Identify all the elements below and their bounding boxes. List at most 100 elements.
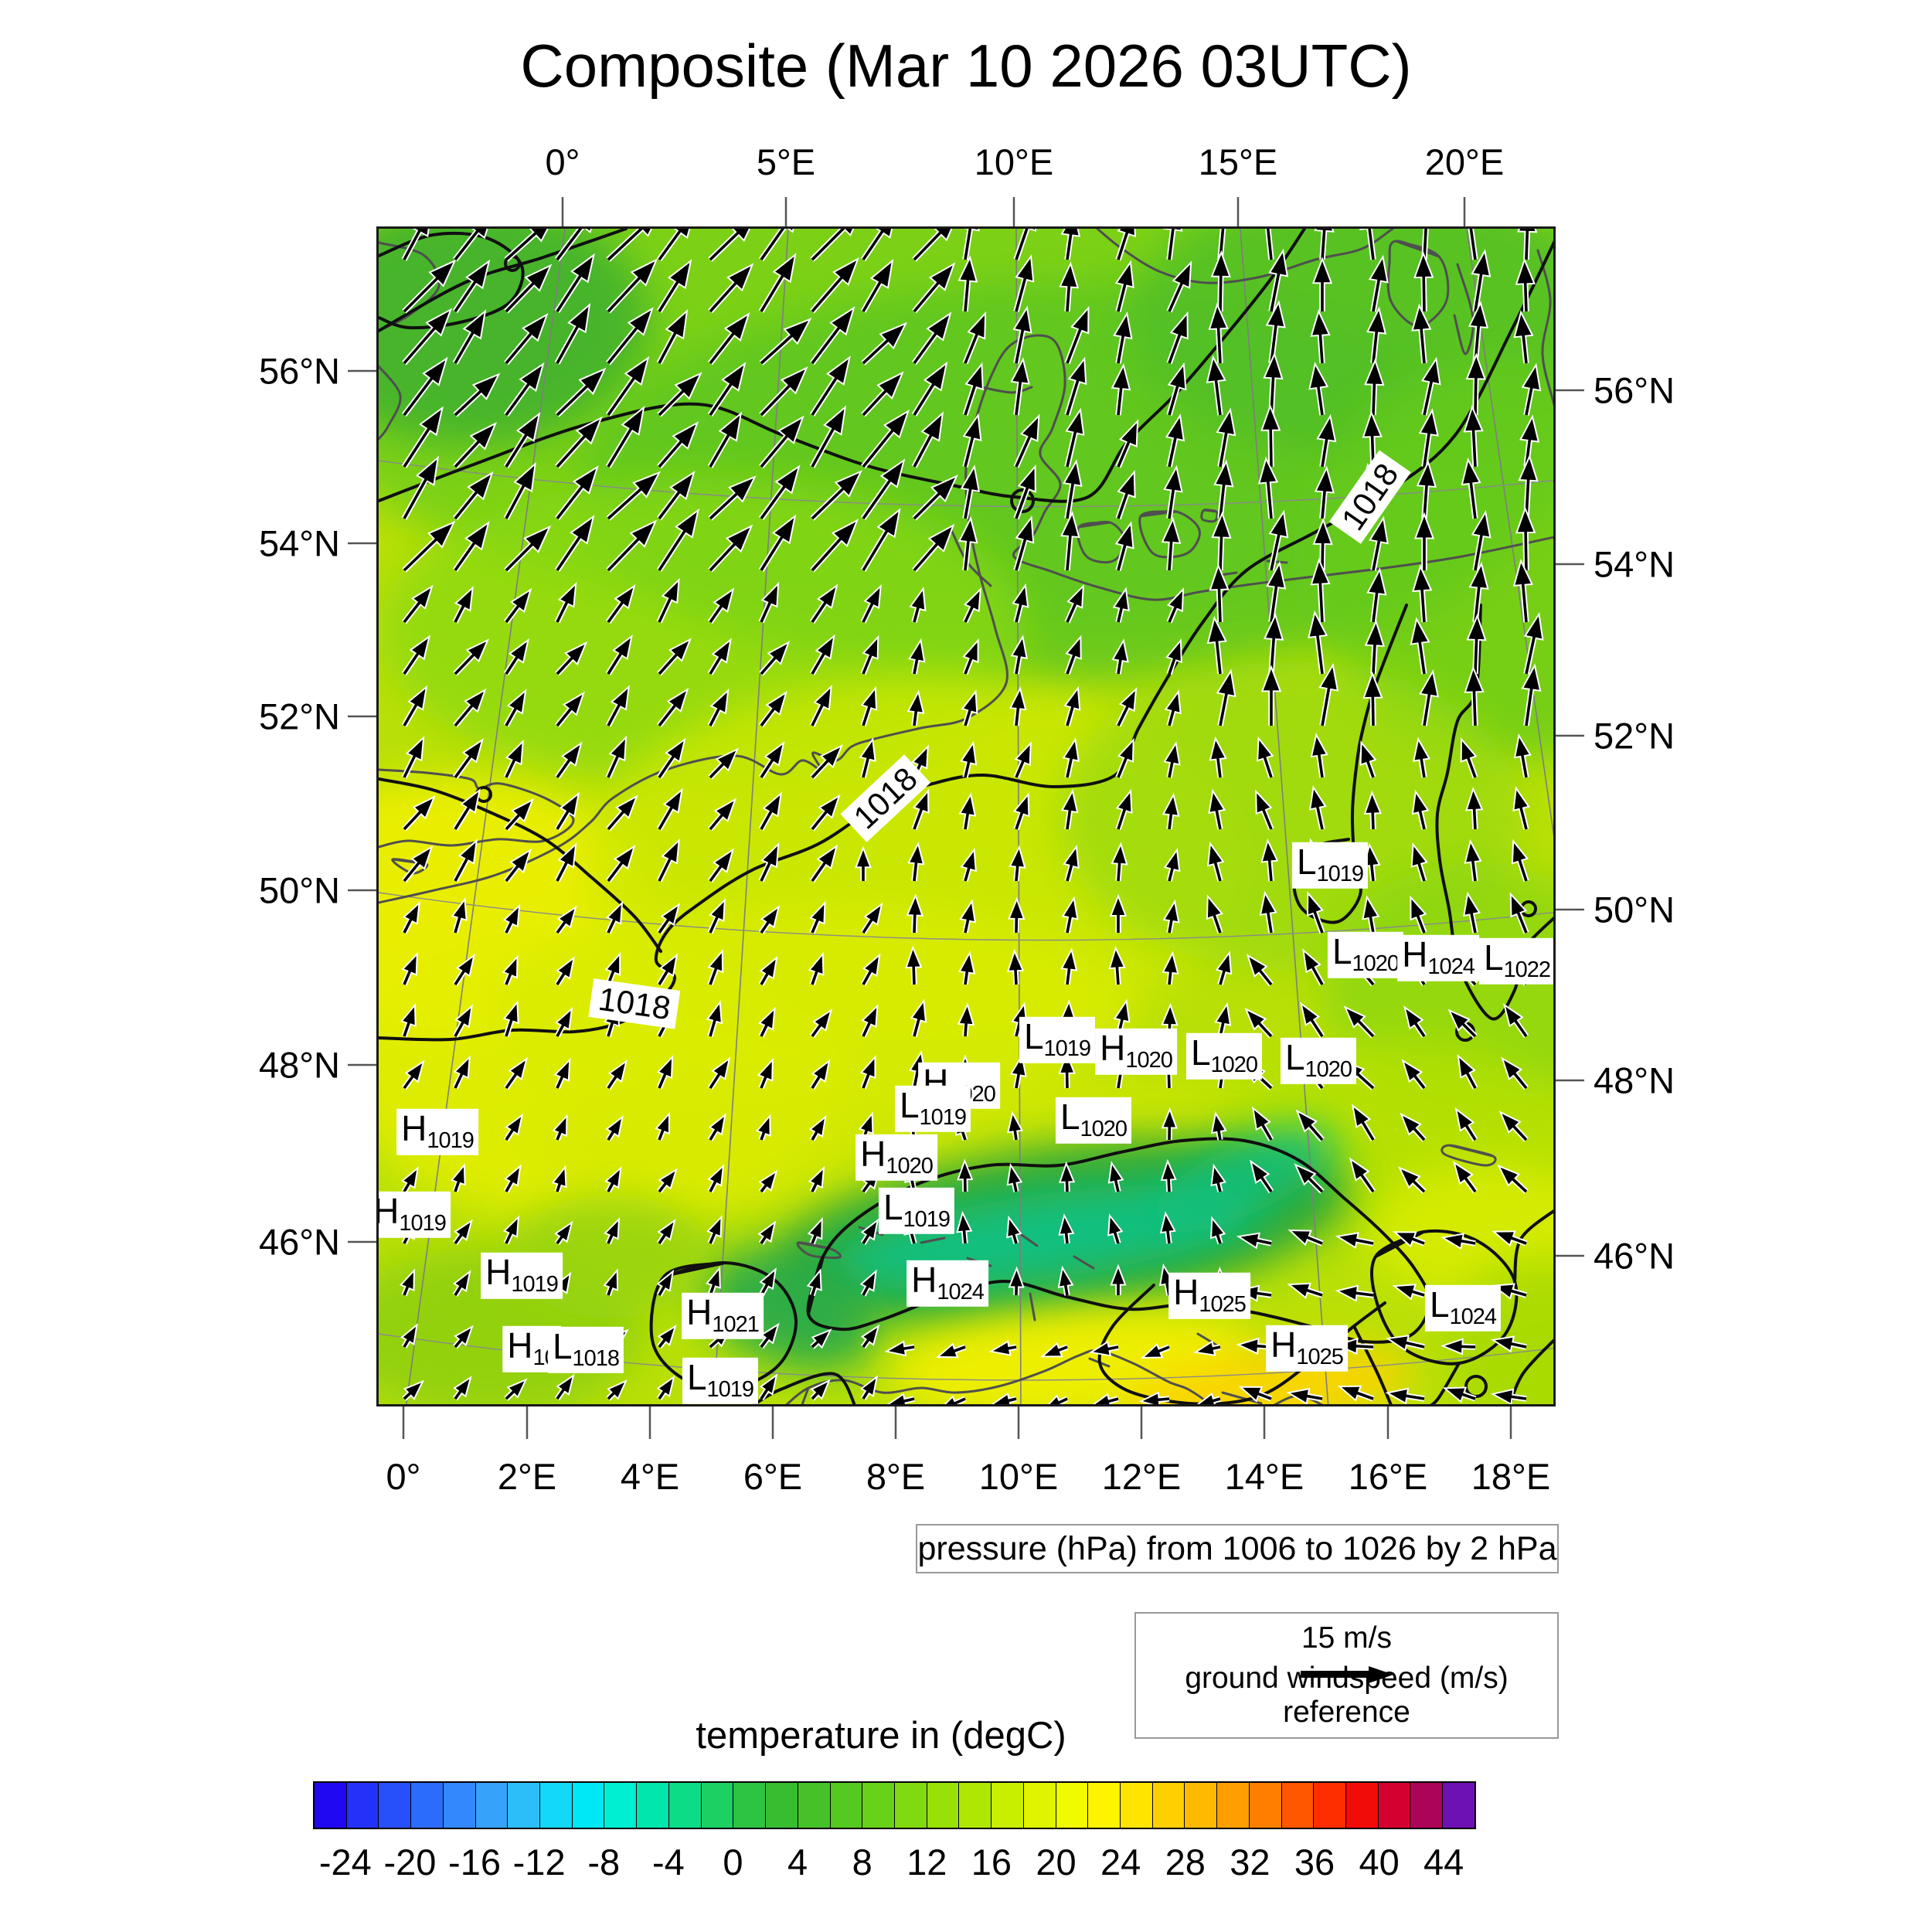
wind-arrow [810, 1379, 831, 1401]
wind-arrow [452, 259, 491, 314]
wind-arrow [1364, 358, 1385, 416]
wind-arrow [1362, 895, 1380, 934]
left-axis-label: 56°N [258, 350, 340, 392]
wind-arrow [1115, 229, 1136, 261]
pressure-center-label: H1019 [379, 1191, 451, 1239]
wind-arrow [504, 264, 553, 314]
coastline [379, 365, 402, 440]
coastline [1440, 1144, 1497, 1167]
wind-arrow [1302, 948, 1325, 986]
wind-arrow [759, 318, 812, 366]
wind-arrow [758, 253, 797, 313]
colorbar-cell [539, 1783, 572, 1828]
wind-arrow [808, 951, 825, 986]
wind-arrow [884, 1340, 915, 1357]
wind-arrow [452, 954, 475, 987]
wind-arrow [1060, 229, 1081, 260]
wind-arrow [1311, 257, 1333, 311]
wind-arrow [605, 355, 650, 417]
coastline [1076, 520, 1127, 563]
wind-arrow [1008, 1266, 1025, 1296]
wind-arrow [859, 1269, 877, 1297]
left-axis-label: 46°N [258, 1221, 340, 1263]
coastline [1386, 240, 1450, 328]
wind-arrow [1260, 838, 1279, 882]
wind-arrow [961, 689, 978, 727]
colorbar-cell [797, 1783, 830, 1828]
wind-arrow [1316, 413, 1337, 468]
wind-arrow [1442, 1386, 1477, 1403]
wind-arrow [935, 1342, 967, 1359]
coastline [1096, 229, 1394, 284]
pressure-contour [379, 777, 662, 953]
wind-arrow [504, 229, 556, 262]
wind-arrow [808, 1114, 827, 1141]
temperature-blob [1151, 1126, 1337, 1233]
wind-arrow [1115, 419, 1139, 468]
wind-arrow [1210, 1111, 1227, 1141]
wind-arrow [1064, 305, 1090, 365]
graticule-meridian [713, 229, 789, 1404]
wind-arrow [606, 229, 662, 262]
wind-arrow [402, 1379, 425, 1401]
pressure-contour [1370, 1229, 1519, 1366]
wind-arrow [1401, 1059, 1427, 1090]
wind-arrow [1064, 583, 1084, 624]
wind-arrow [1061, 896, 1079, 934]
wind-arrow [1115, 788, 1133, 831]
colorbar-cell [1410, 1783, 1443, 1828]
wind-arrow [957, 1158, 974, 1192]
wind-arrow [1471, 249, 1492, 312]
wind-arrow [1502, 1003, 1529, 1039]
wind-arrow [657, 1325, 677, 1349]
wind-reference-arrow-icon [1300, 1666, 1393, 1683]
colorbar-tick-label: -24 [318, 1842, 372, 1883]
wind-arrow [1009, 845, 1026, 882]
colorbar-cell [958, 1783, 992, 1828]
wind-arrow [707, 689, 730, 727]
wind-arrow [1512, 558, 1533, 623]
coastline [801, 1386, 810, 1404]
wind-arrow [708, 475, 757, 521]
wind-arrow [1012, 792, 1030, 831]
wind-arrow [1064, 356, 1087, 417]
wind-arrow [1468, 561, 1489, 623]
wind-arrow [606, 794, 638, 832]
wind-arrow [555, 229, 600, 262]
wind-arrow [809, 1059, 831, 1090]
wind-arrow [554, 905, 577, 935]
wind-arrow [758, 229, 801, 262]
pressure-center-label: L1020 [1185, 1032, 1263, 1080]
coastline [1219, 571, 1238, 577]
wind-arrow [1159, 1211, 1176, 1244]
wind-arrow [962, 362, 984, 417]
wind-arrow [504, 1378, 528, 1401]
wind-arrow [605, 900, 624, 934]
wind-arrow [1521, 663, 1542, 726]
wind-arrow [809, 900, 826, 934]
wind-arrow [908, 638, 926, 675]
wind-arrow [1418, 408, 1439, 468]
wind-arrow [1515, 506, 1536, 571]
wind-arrow [959, 899, 977, 934]
wind-arrow [958, 792, 977, 830]
wind-arrow [502, 1000, 519, 1038]
wind-arrow [912, 229, 960, 262]
wind-arrow [1453, 1161, 1478, 1194]
wind-arrow [1314, 465, 1335, 519]
pressure-center-label: H1025 [1266, 1325, 1348, 1372]
colorbar-cell [315, 1783, 346, 1828]
wind-arrow [1359, 740, 1377, 779]
wind-arrow [809, 684, 832, 727]
pressure-center-label: L1019 [878, 1187, 955, 1235]
colorbar-cell [926, 1783, 959, 1828]
colorbar-cell [862, 1783, 894, 1828]
wind-arrow [656, 737, 686, 780]
wind-arrow [1463, 891, 1481, 934]
wind-arrow [758, 842, 780, 883]
wind-arrow [911, 411, 944, 468]
wind-arrow [860, 1004, 879, 1038]
wind-arrow [503, 1164, 522, 1193]
wind-arrow [1088, 1340, 1119, 1357]
wind-arrow [503, 1113, 524, 1142]
